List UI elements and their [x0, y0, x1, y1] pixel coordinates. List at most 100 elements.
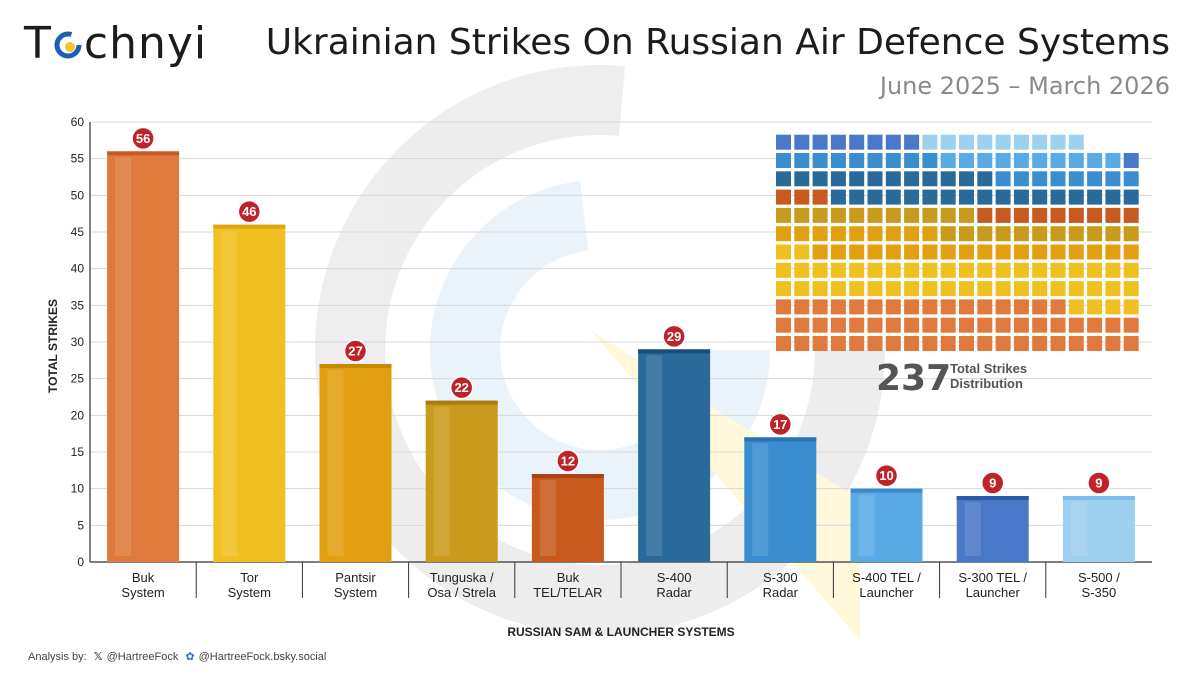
waffle-square [1013, 134, 1029, 150]
waffle-square [794, 153, 810, 168]
waffle-square [1050, 153, 1066, 168]
x-handle-link[interactable]: @HartreeFock [106, 651, 179, 663]
waffle-square [794, 171, 810, 187]
waffle-square [995, 153, 1011, 168]
waffle-square [977, 134, 993, 150]
waffle-square [1032, 207, 1048, 223]
waffle-square [1013, 171, 1029, 187]
bar [425, 400, 498, 562]
y-tick-label: 20 [71, 408, 85, 422]
data-label: 9 [989, 476, 996, 491]
waffle-square [922, 189, 938, 205]
waffle-square [940, 153, 956, 168]
y-tick-label: 0 [77, 555, 84, 569]
y-tick-label: 40 [71, 262, 85, 276]
butterfly-icon: ✿ [185, 651, 195, 663]
waffle-square [1068, 171, 1084, 187]
bar-cap [213, 224, 286, 229]
waffle-square [885, 134, 901, 150]
waffle-square [977, 281, 993, 297]
waffle-square [1032, 299, 1048, 315]
waffle-square [995, 226, 1011, 242]
waffle-square [885, 281, 901, 297]
x-tick-label: Pantsir [335, 570, 376, 585]
waffle-square [959, 244, 974, 260]
waffle-square [904, 171, 920, 187]
data-label: 12 [561, 454, 575, 469]
waffle-square [885, 299, 901, 315]
waffle-square [849, 207, 865, 223]
waffle-square [940, 262, 956, 278]
waffle-square [995, 299, 1011, 315]
analysis-label: Analysis by: [28, 651, 87, 663]
waffle-square [922, 207, 938, 223]
waffle-square [776, 189, 791, 205]
waffle-square [1013, 281, 1029, 297]
bar [319, 364, 392, 562]
waffle-square [885, 207, 901, 223]
waffle-square [995, 262, 1011, 278]
bsky-handle-link[interactable]: @HartreeFock.bsky.social [198, 651, 327, 663]
waffle-square [1123, 171, 1139, 187]
waffle-square [1013, 189, 1029, 205]
value-badge [131, 126, 155, 151]
bar [744, 437, 817, 562]
waffle-square [940, 317, 956, 333]
waffle-square [812, 244, 828, 260]
data-label: 29 [667, 329, 681, 344]
axes: 051015202530354045505560BukSystemTorSyst… [71, 115, 1152, 600]
data-label: 10 [879, 468, 893, 483]
waffle-square [885, 226, 901, 242]
waffle-square [812, 153, 828, 168]
bar-highlight [858, 494, 875, 556]
waffle-square [812, 336, 828, 351]
waffle-square [885, 171, 901, 187]
waffle-square [1032, 171, 1048, 187]
waffle-square [885, 262, 901, 278]
waffle-square [977, 244, 993, 260]
bar-cap [425, 400, 498, 405]
waffle-square [922, 226, 938, 242]
waffle-square [885, 189, 901, 205]
waffle-square [904, 336, 920, 351]
data-label: 22 [454, 380, 468, 395]
bar-cap [531, 474, 604, 478]
bar-highlight [115, 157, 132, 557]
waffle-square [849, 317, 865, 333]
waffle-square [794, 336, 810, 351]
value-badge [1087, 471, 1111, 495]
waffle-square [940, 207, 956, 223]
waffle-square [867, 171, 883, 187]
waffle-square [959, 281, 974, 297]
bar [531, 474, 604, 562]
waffle-square [977, 171, 993, 187]
waffle-square [867, 189, 883, 205]
x-tick-label: S-400 TEL / [852, 570, 921, 585]
waffle-square [776, 336, 791, 351]
x-tick-label: S-300 TEL / [958, 570, 1027, 585]
waffle-square [995, 207, 1011, 223]
waffle-square [812, 281, 828, 297]
x-tick-label: S-500 / [1078, 570, 1120, 585]
logo-letter-t: T [24, 18, 52, 69]
waffle-square [1105, 171, 1121, 187]
waffle-square [904, 134, 920, 150]
waffle-square [1105, 281, 1121, 297]
waffle-square [812, 207, 828, 223]
y-tick-label: 60 [71, 115, 85, 129]
y-tick-label: 50 [71, 188, 85, 202]
waffle-square [959, 262, 974, 278]
waffle-square [885, 244, 901, 260]
y-axis-label: TOTAL STRIKES [46, 299, 60, 393]
waffle-square [922, 171, 938, 187]
waffle-square [812, 189, 828, 205]
waffle-square [1032, 244, 1048, 260]
waffle-square [1032, 262, 1048, 278]
waffle-square [830, 317, 846, 333]
waffle-square [867, 134, 883, 150]
y-tick-label: 45 [71, 225, 85, 239]
value-badge [662, 324, 686, 349]
waffle-square [959, 171, 974, 187]
waffle-square [776, 299, 791, 315]
waffle-square [1068, 134, 1084, 150]
